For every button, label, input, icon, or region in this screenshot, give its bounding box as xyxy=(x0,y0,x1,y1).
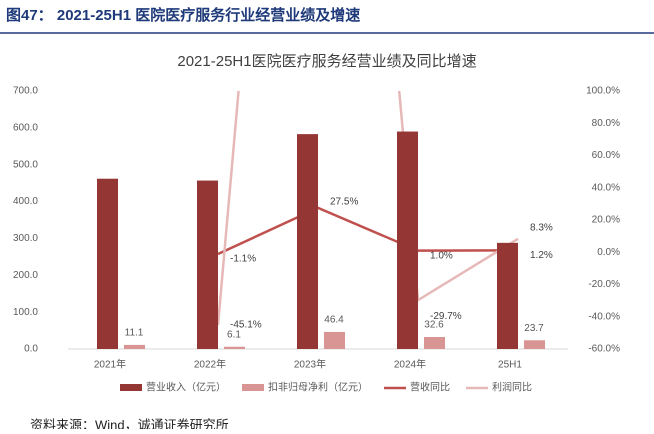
value-label: 1.0% xyxy=(430,250,453,261)
y2-tick-label: 0.0% xyxy=(597,247,620,258)
value-label: 46.4 xyxy=(324,315,344,326)
legend-swatch xyxy=(242,384,264,391)
line xyxy=(216,91,519,326)
value-label: 23.7 xyxy=(524,323,544,334)
y2-tick-label: 20.0% xyxy=(592,215,620,226)
y2-tick-label: 100.0% xyxy=(586,86,620,97)
y2-tick-label: -40.0% xyxy=(588,311,620,322)
legend-swatch xyxy=(120,384,142,391)
lines xyxy=(216,91,519,326)
x-tick-label: 2023年 xyxy=(294,358,326,371)
source: 资料来源：Wind，诚通证券研究所 xyxy=(30,417,229,429)
y-tick-label: 400.0 xyxy=(13,196,38,207)
bar xyxy=(324,331,345,349)
legend-label: 利润同比 xyxy=(492,381,532,394)
line xyxy=(217,206,519,256)
x-tick-label: 2024年 xyxy=(394,358,426,371)
y2-tick-label: 80.0% xyxy=(592,118,620,129)
x-tick-label: 2021年 xyxy=(94,358,126,371)
y-tick-label: 700.0 xyxy=(13,86,38,97)
bar xyxy=(297,134,318,349)
bar xyxy=(524,340,545,349)
y-tick-label: 600.0 xyxy=(13,122,38,133)
y2-tick-label: -20.0% xyxy=(588,279,620,290)
value-label: -1.1% xyxy=(230,254,256,265)
x-tick-label: 25H1 xyxy=(498,360,522,371)
y-tick-label: 0.0 xyxy=(24,344,38,355)
bar xyxy=(197,180,218,349)
figure-header: 图47： 2021-25H1 医院医疗服务行业经营业绩及增速 xyxy=(6,6,360,24)
value-label: 11.1 xyxy=(125,328,144,339)
y-tick-label: 300.0 xyxy=(13,233,38,244)
bar xyxy=(224,346,245,349)
y-tick-label: 200.0 xyxy=(13,270,38,281)
value-label: 8.3% xyxy=(530,223,553,234)
value-label: 27.5% xyxy=(330,197,358,208)
legend-label: 扣非归母净利（亿元） xyxy=(268,381,368,394)
y2-tick-label: -60.0% xyxy=(588,344,620,355)
x-tick-label: 2022年 xyxy=(194,358,226,371)
value-label: -45.1% xyxy=(230,320,262,331)
bar xyxy=(97,178,118,349)
bar xyxy=(397,131,418,349)
y2-tick-label: 60.0% xyxy=(592,150,620,161)
bar xyxy=(497,242,518,349)
value-label: 6.1 xyxy=(227,329,241,340)
chart-title: 2021-25H1医院医疗服务经营业绩及同比增速 xyxy=(177,52,476,70)
y-tick-label: 500.0 xyxy=(13,159,38,170)
value-label: -29.7% xyxy=(430,311,462,322)
value-label: 1.2% xyxy=(530,250,553,261)
y-tick-label: 100.0 xyxy=(13,307,38,318)
legend-label: 营收同比 xyxy=(410,381,450,394)
legend-label: 营业收入（亿元） xyxy=(146,381,226,394)
y2-tick-label: 40.0% xyxy=(592,182,620,193)
value-label: 32.6 xyxy=(424,320,444,331)
bar xyxy=(424,336,445,349)
bar xyxy=(124,344,145,349)
